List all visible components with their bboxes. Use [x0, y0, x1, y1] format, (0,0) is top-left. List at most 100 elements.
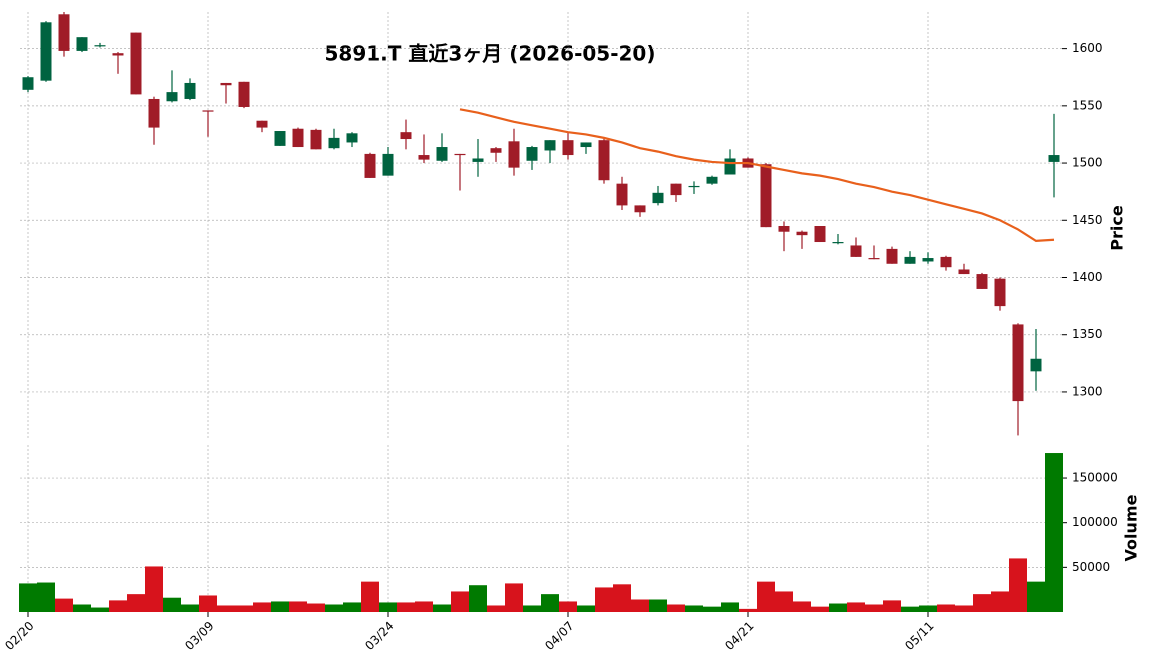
- volume-bar: [379, 602, 397, 612]
- candle-body: [184, 82, 196, 99]
- volume-bar: [487, 605, 505, 612]
- volume-bar: [109, 600, 127, 612]
- volume-bar: [181, 604, 199, 612]
- volume-bar: [361, 581, 379, 612]
- volume-bar: [721, 602, 739, 612]
- volume-bar: [541, 594, 559, 612]
- y-tick-label: 1500: [1072, 156, 1103, 170]
- candle-body: [994, 278, 1006, 307]
- volume-bar: [235, 605, 253, 612]
- volume-bar: [865, 604, 883, 612]
- y-tick-label: 1550: [1072, 98, 1103, 112]
- candle-body: [454, 153, 466, 156]
- candle-body: [940, 256, 952, 268]
- volume-bar: [145, 566, 163, 612]
- volume-bar: [1045, 453, 1063, 612]
- volume-bar: [523, 605, 541, 612]
- moving-average: [459, 108, 1055, 242]
- candle-body: [40, 22, 52, 81]
- candle-body: [274, 131, 286, 146]
- volume-bar: [847, 602, 865, 612]
- candle-body: [796, 231, 808, 236]
- candle-body: [130, 32, 142, 95]
- volume-axis-label: Volume: [1122, 494, 1141, 561]
- volume-bar: [595, 587, 613, 612]
- candle-body: [778, 226, 790, 232]
- candle-body: [544, 140, 556, 151]
- x-tick-label: 02/20: [2, 619, 36, 653]
- volume-bar: [631, 599, 649, 612]
- volume-bar: [991, 591, 1009, 612]
- volume-bar: [415, 601, 433, 612]
- candle-body: [112, 53, 124, 56]
- candle-body: [508, 141, 520, 168]
- y-tick-label: 1400: [1072, 270, 1103, 284]
- candle-body: [256, 120, 268, 128]
- volume-bar: [55, 598, 73, 612]
- y-tick-label: 1300: [1072, 384, 1103, 398]
- volume-bar: [757, 581, 775, 612]
- candle-body: [598, 140, 610, 181]
- candle-body: [94, 45, 106, 47]
- volume-bar: [91, 607, 109, 612]
- volume-bar: [451, 591, 469, 612]
- volume-bar: [775, 591, 793, 612]
- volume-bar: [937, 604, 955, 612]
- candle-body: [526, 147, 538, 161]
- x-tick-label: 03/09: [182, 619, 216, 653]
- candle-body: [490, 148, 502, 153]
- volume-bar: [73, 604, 91, 612]
- candle-body: [364, 153, 376, 178]
- volume-bar: [325, 604, 343, 612]
- volume-bar: [559, 601, 577, 612]
- candle-body: [832, 242, 844, 244]
- volume-bar: [577, 605, 595, 612]
- candle-body: [562, 140, 574, 156]
- volume-bar: [829, 603, 847, 612]
- volume-bar: [217, 605, 235, 612]
- volume-tick-label: 100000: [1072, 515, 1118, 529]
- volume-bar: [739, 608, 757, 612]
- candle-body: [292, 128, 304, 148]
- candle-body: [310, 129, 322, 150]
- candle-body: [1012, 324, 1024, 402]
- volume-bar: [811, 606, 829, 612]
- candle-body: [1030, 358, 1042, 372]
- candle-body: [22, 77, 34, 90]
- candle-body: [688, 185, 700, 188]
- volume-bar: [433, 604, 451, 612]
- volume-bar: [199, 595, 217, 612]
- volume-bar: [1009, 558, 1027, 612]
- candle-body: [220, 82, 232, 86]
- volume-bar: [397, 602, 415, 612]
- candle-body: [670, 183, 682, 196]
- y-tick-label: 1350: [1072, 327, 1103, 341]
- volume-bar: [613, 584, 631, 612]
- candle-body: [328, 137, 340, 149]
- candle-body: [382, 153, 394, 176]
- volume-bar: [703, 606, 721, 612]
- candle-body: [472, 158, 484, 162]
- candle-body: [850, 245, 862, 257]
- volume-bar: [253, 602, 271, 612]
- volume-bar: [289, 601, 307, 612]
- candle-body: [760, 164, 772, 228]
- volume-bar: [649, 599, 667, 612]
- candle-body: [634, 205, 646, 213]
- y-axis-label: Price: [1108, 205, 1127, 251]
- volume-bar: [955, 605, 973, 612]
- candle-body: [616, 183, 628, 206]
- candle-body: [58, 14, 70, 51]
- volume-bar: [343, 602, 361, 612]
- volume-tick-label: 50000: [1072, 560, 1110, 574]
- volume-bar: [37, 582, 55, 612]
- volume-bar: [793, 601, 811, 612]
- volume-bar: [127, 594, 145, 612]
- candle-body: [706, 176, 718, 184]
- x-tick-label: 05/11: [902, 619, 936, 653]
- volume-bar: [307, 603, 325, 612]
- candle-body: [976, 274, 988, 289]
- candle-body: [436, 147, 448, 161]
- candle-body: [580, 142, 592, 148]
